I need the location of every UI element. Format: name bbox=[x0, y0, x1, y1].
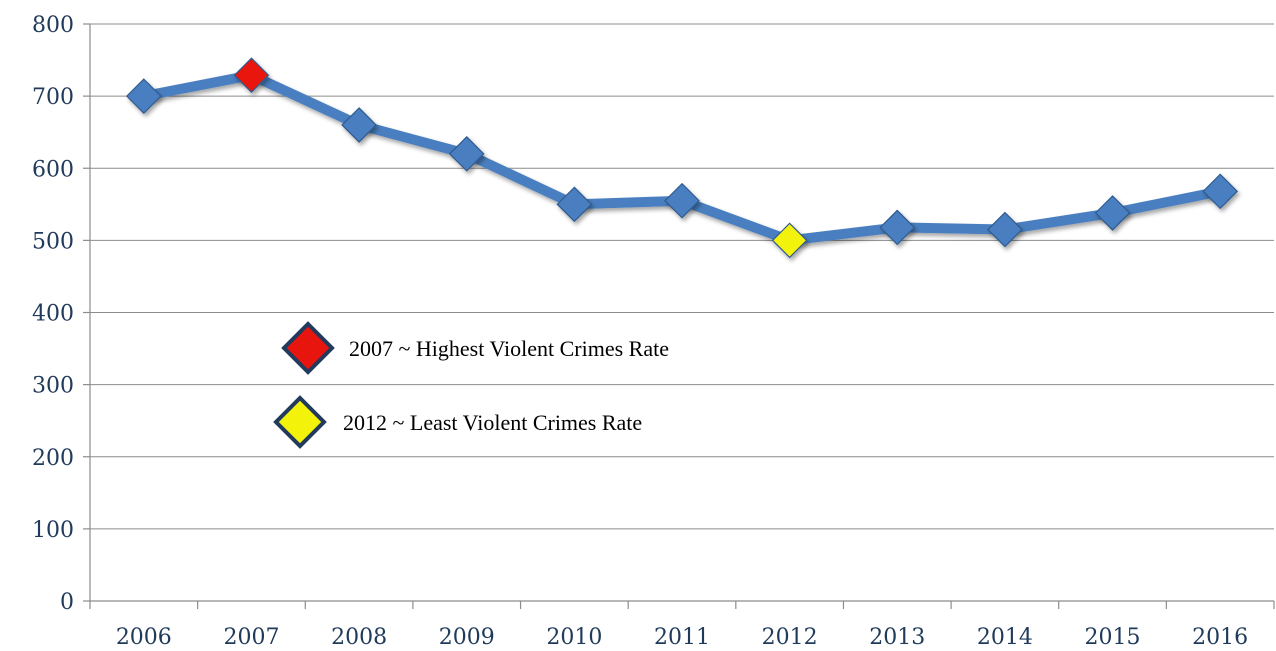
y-tick-label: 200 bbox=[32, 446, 74, 471]
annotation-diamond-2007 bbox=[281, 321, 335, 375]
x-tick-label: 2007 bbox=[223, 625, 279, 650]
data-point-2013 bbox=[879, 209, 916, 246]
y-tick-label: 600 bbox=[32, 157, 74, 182]
data-point-2015 bbox=[1094, 195, 1131, 231]
x-tick-label: 2010 bbox=[546, 625, 602, 650]
x-tick-label: 2015 bbox=[1085, 625, 1141, 650]
data-point-2010 bbox=[556, 186, 593, 223]
data-point-2006 bbox=[125, 78, 162, 114]
x-tick-label: 2011 bbox=[654, 625, 710, 650]
x-tick-label: 2012 bbox=[762, 625, 818, 650]
data-point-2012 bbox=[771, 222, 808, 259]
y-tick-label: 300 bbox=[32, 374, 74, 399]
data-point-2016 bbox=[1202, 173, 1239, 210]
data-point-2008 bbox=[341, 107, 377, 143]
data-point-2014 bbox=[987, 211, 1023, 248]
annotation-diamond-2012 bbox=[273, 395, 327, 449]
y-tick-label: 400 bbox=[32, 302, 74, 327]
y-axis-tick-labels: 0 100 200 300 400 500 600 700 800 bbox=[32, 13, 74, 615]
x-tick-label: 2008 bbox=[331, 625, 387, 650]
data-point-2009 bbox=[448, 135, 485, 172]
y-tick-label: 500 bbox=[32, 229, 74, 254]
x-tick-label: 2013 bbox=[869, 625, 925, 650]
annotations: 2007 ~ Highest Violent Crimes Rate 2012 ~… bbox=[273, 321, 669, 449]
x-tick-label: 2016 bbox=[1192, 625, 1248, 650]
y-tick-label: 700 bbox=[32, 85, 74, 110]
y-tick-label: 100 bbox=[32, 518, 74, 543]
data-point-2011 bbox=[664, 182, 700, 219]
gridlines bbox=[90, 23, 1274, 530]
annotation-label-2007: 2007 ~ Highest Violent Crimes Rate bbox=[349, 336, 669, 361]
y-tick-label: 800 bbox=[32, 13, 74, 38]
x-tick-label: 2009 bbox=[439, 625, 495, 650]
data-point-2007 bbox=[233, 57, 270, 94]
y-tick-label: 0 bbox=[60, 590, 74, 615]
x-axis-tick-labels: 2006 2007 2008 2009 2010 2011 2012 2013 2014 2015… bbox=[116, 625, 1248, 650]
data-points bbox=[125, 57, 1239, 259]
annotation-label-2012: 2012 ~ Least Violent Crimes Rate bbox=[343, 410, 642, 435]
axes bbox=[83, 23, 1275, 609]
x-tick-label: 2006 bbox=[116, 625, 172, 650]
x-tick-label: 2014 bbox=[977, 625, 1033, 650]
